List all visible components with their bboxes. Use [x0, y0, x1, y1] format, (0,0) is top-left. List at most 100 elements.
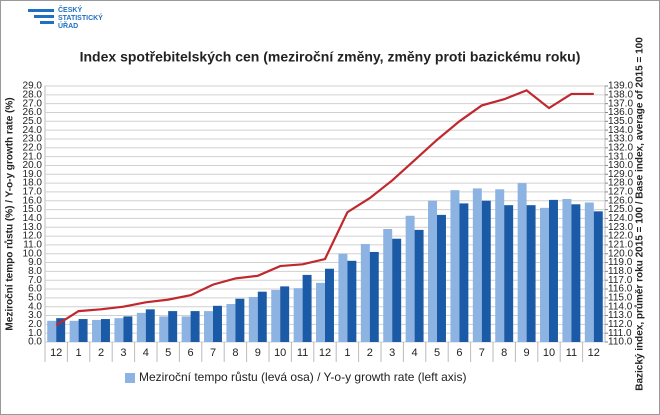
bar — [526, 205, 536, 342]
y-tick-label: 6.0 — [28, 284, 42, 295]
x-tick-label: 8 — [501, 347, 507, 359]
y2-tick-label: 133.0 — [608, 134, 633, 145]
x-tick-label: 8 — [232, 347, 238, 359]
line-series — [55, 89, 594, 327]
bar — [571, 204, 581, 342]
y-tick-label: 14.0 — [23, 213, 43, 224]
bar — [168, 311, 178, 342]
x-tick-label: 9 — [524, 347, 530, 359]
y-tick-label: 11.0 — [23, 240, 42, 251]
bar — [325, 268, 334, 342]
y2-tick-label: 111.0 — [608, 328, 632, 339]
bar — [562, 198, 572, 342]
y-tick-label: 26.0 — [23, 107, 43, 118]
y2-tick-label: 124.0 — [608, 213, 633, 224]
x-tick-label: 5 — [434, 347, 440, 359]
y2-axis-label: Bazický index, průměr roku 2015 = 100 / … — [634, 37, 646, 391]
y-tick-label: 17.0 — [23, 187, 43, 198]
logo: ČESKÝ STATISTICKÝ ÚŘAD — [28, 5, 103, 30]
y2-tick-label: 120.0 — [608, 248, 633, 259]
y-tick-label: 28.0 — [23, 89, 43, 100]
bar — [213, 305, 222, 342]
x-tick-label: 3 — [389, 347, 395, 359]
bar — [235, 298, 245, 342]
y-tick-label: 13.0 — [23, 222, 43, 233]
y-tick-label: 4.0 — [28, 301, 42, 312]
y2-tick-label: 126.0 — [608, 195, 633, 206]
logo-text: ÚŘAD — [58, 21, 78, 30]
y2-tick-label: 130.0 — [608, 160, 633, 171]
logo-bar — [28, 9, 54, 12]
y-axis-label: Meziroční tempo růstu (%) / Y-o-y growth… — [4, 97, 16, 330]
y2-tick-label: 116.0 — [608, 284, 633, 295]
x-tick-label: 7 — [210, 347, 216, 359]
y-tick-label: 12.0 — [23, 231, 43, 242]
bar — [369, 251, 379, 342]
y2-tick-label: 139.0 — [608, 81, 633, 92]
bar — [472, 188, 482, 342]
bar — [414, 229, 424, 342]
y2-tick-label: 114.0 — [608, 301, 633, 312]
y-tick-label: 10.0 — [23, 248, 43, 259]
bar — [495, 189, 505, 342]
bar — [360, 244, 370, 342]
x-tick-label: 2 — [98, 347, 104, 359]
bar — [190, 311, 200, 342]
y2-tick-label: 127.0 — [608, 187, 633, 198]
bar — [181, 316, 191, 342]
y-tick-label: 8.0 — [28, 266, 42, 277]
bar — [114, 318, 124, 342]
chart-title: Index spotřebitelských cen (meziroční zm… — [80, 49, 581, 65]
bar — [271, 289, 281, 342]
y2-tick-label: 115.0 — [608, 293, 633, 304]
y2-tick-label: 136.0 — [608, 107, 633, 118]
bar — [405, 215, 415, 342]
x-tick-label: 1 — [76, 347, 82, 359]
bar — [459, 203, 469, 342]
x-tick-label: 4 — [143, 347, 149, 359]
y2-tick-label: 129.0 — [608, 169, 633, 180]
bar — [347, 260, 357, 342]
y2-tick-label: 113.0 — [608, 310, 633, 321]
y-tick-label: 20.0 — [23, 160, 43, 171]
bar — [293, 288, 303, 342]
bar — [159, 316, 169, 342]
y-tick-label: 0.0 — [28, 337, 42, 348]
bar — [428, 200, 437, 342]
bar — [69, 320, 79, 342]
x-tick-label: 12 — [588, 347, 600, 359]
x-tick-label: 3 — [120, 347, 126, 359]
y-tick-label: 22.0 — [23, 142, 43, 153]
bar — [136, 312, 146, 342]
x-tick-label: 11 — [566, 347, 577, 359]
logo-bar — [34, 15, 54, 18]
y2-tick-label: 137.0 — [608, 98, 633, 109]
x-tick-label: 10 — [543, 347, 555, 359]
y-tick-label: 16.0 — [23, 195, 43, 206]
y-tick-label: 18.0 — [23, 178, 43, 189]
bar — [226, 304, 236, 342]
bar — [540, 207, 549, 342]
bar — [92, 319, 101, 342]
logo-bar — [40, 21, 54, 24]
x-tick-label: 10 — [274, 347, 286, 359]
y-tick-label: 24.0 — [23, 125, 43, 136]
y-tick-label: 9.0 — [28, 257, 42, 268]
x-tick-label: 11 — [297, 347, 308, 359]
y2-tick-label: 132.0 — [608, 142, 633, 153]
x-tick-label: 12 — [319, 347, 331, 359]
bar — [481, 200, 491, 342]
y-tick-label: 21.0 — [23, 151, 43, 162]
x-tick-label: 5 — [165, 347, 171, 359]
y2-tick-label: 134.0 — [608, 125, 633, 136]
x-tick-label: 4 — [412, 347, 418, 359]
y-tick-label: 19.0 — [23, 169, 43, 180]
x-tick-label: 12 — [50, 347, 62, 359]
y2-tick-label: 121.0 — [608, 240, 633, 251]
y2-tick-label: 125.0 — [608, 204, 633, 215]
y2-tick-label: 118.0 — [608, 266, 633, 277]
logo-text: STATISTICKÝ — [58, 13, 103, 22]
y2-tick-label: 117.0 — [608, 275, 633, 286]
y2-tick-label: 135.0 — [608, 116, 633, 127]
